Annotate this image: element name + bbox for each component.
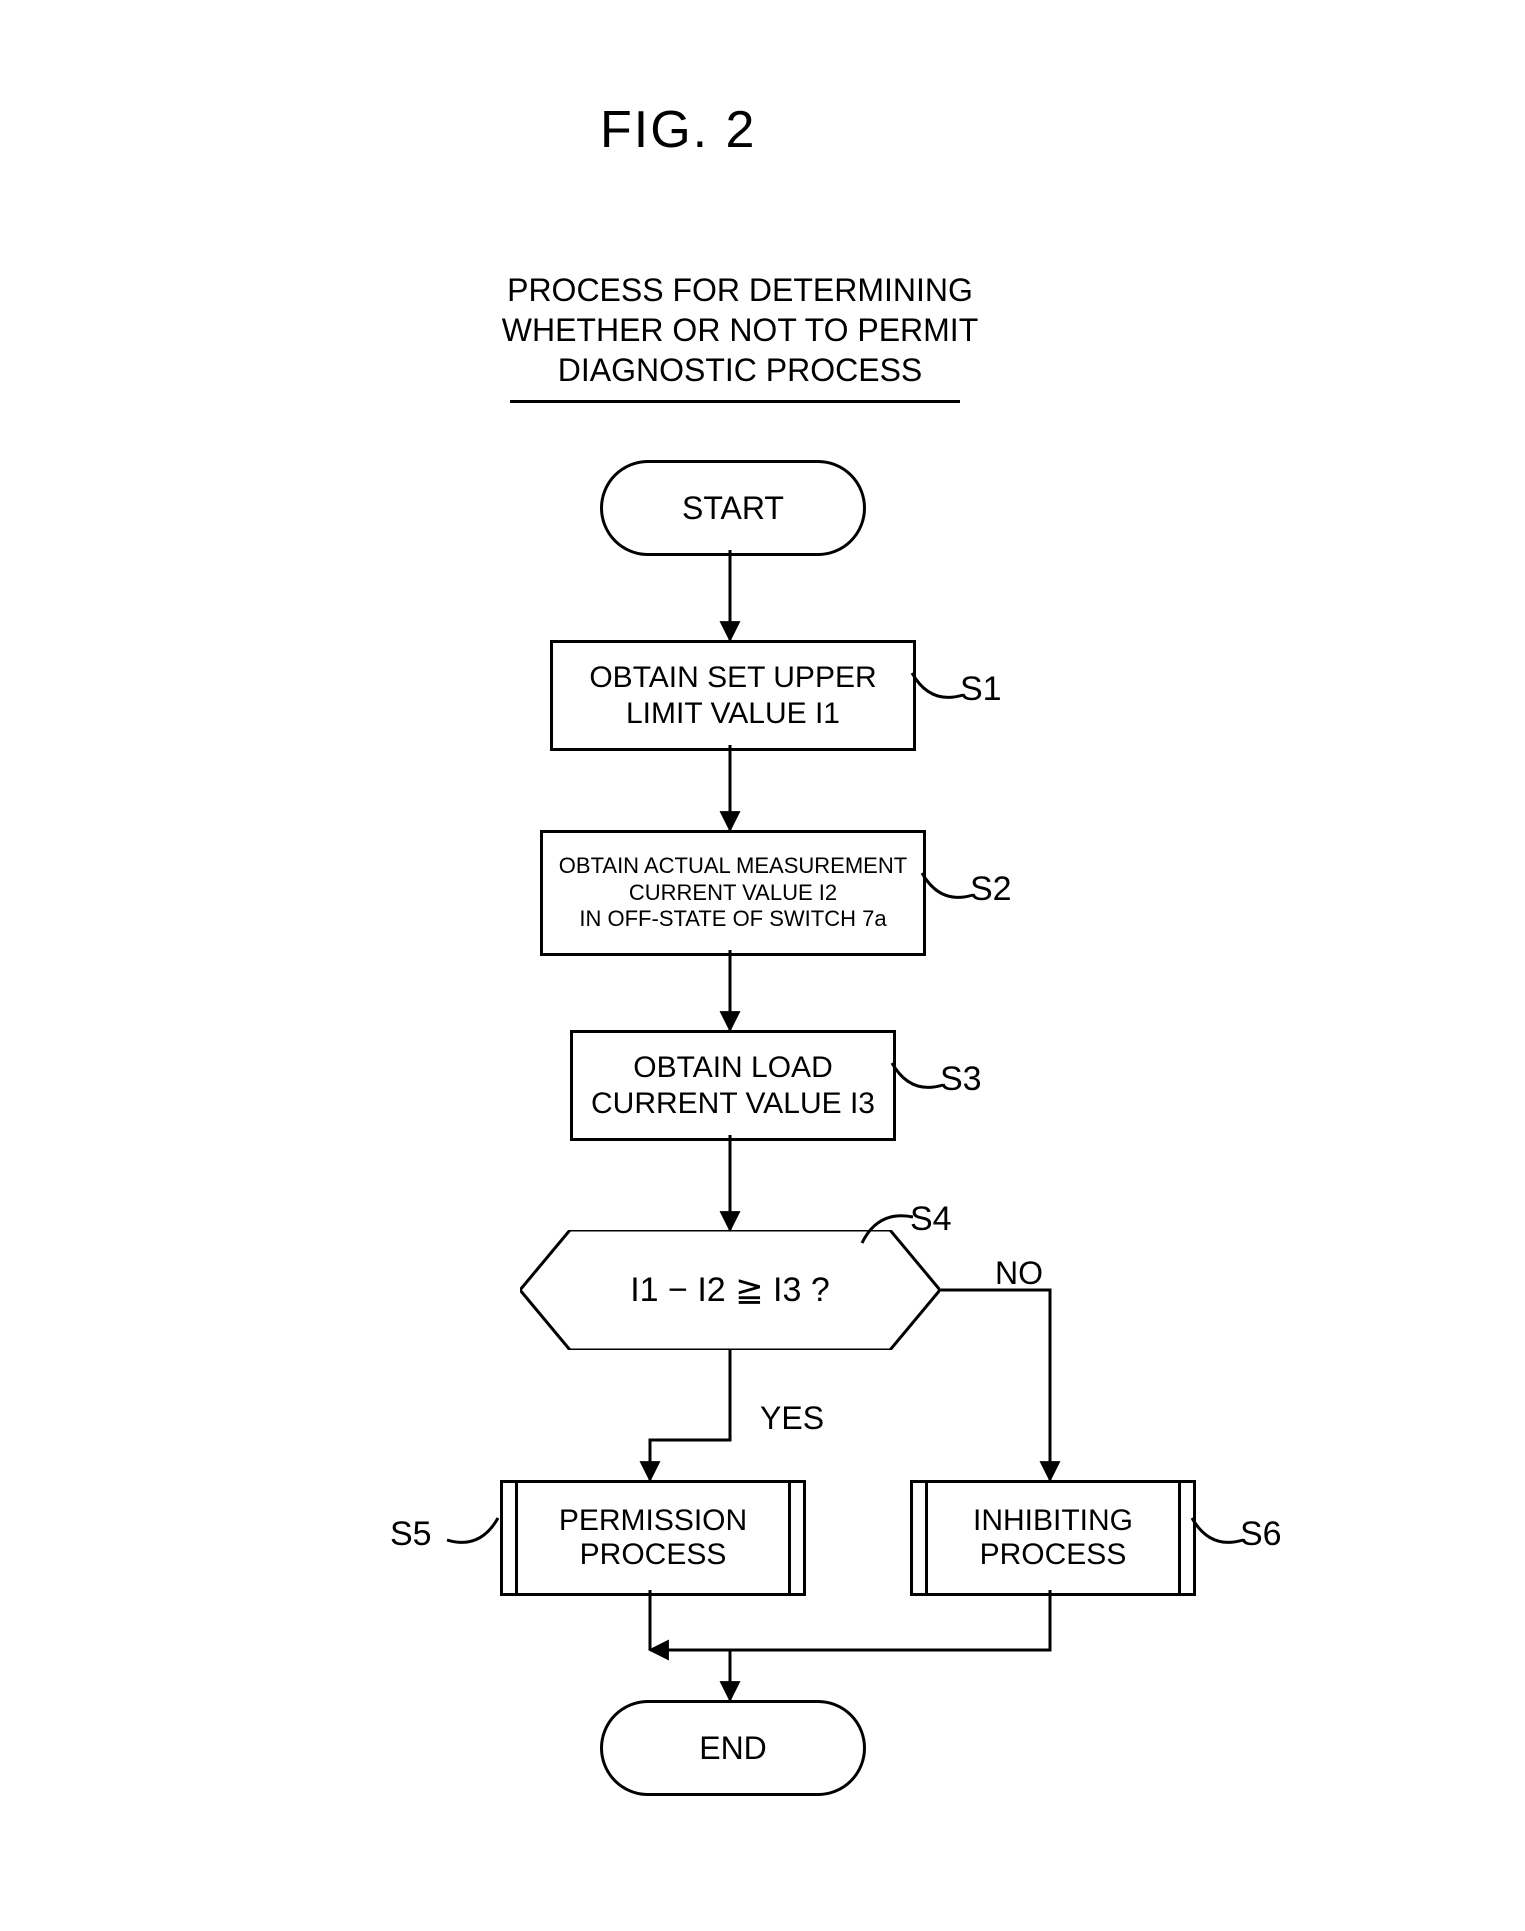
s5-leader-icon	[445, 1510, 500, 1555]
s2-tag: S2	[970, 870, 1012, 909]
s2-leader-icon	[920, 865, 975, 910]
figure-title: FIG. 2	[600, 100, 756, 160]
s4-tag: S4	[910, 1200, 952, 1239]
start-node: START	[600, 460, 866, 556]
s3-leader-icon	[890, 1055, 945, 1100]
s6-tag: S6	[1240, 1515, 1282, 1554]
s5-node: PERMISSION PROCESS	[500, 1480, 806, 1596]
s2-node: OBTAIN ACTUAL MEASUREMENT CURRENT VALUE …	[540, 830, 926, 956]
s3-node: OBTAIN LOAD CURRENT VALUE I3	[570, 1030, 896, 1141]
subtitle-underline	[510, 400, 960, 403]
s4-leader-icon	[860, 1205, 915, 1250]
s6-leader-icon	[1190, 1510, 1245, 1555]
flowchart-subtitle: PROCESS FOR DETERMINING WHETHER OR NOT T…	[480, 270, 1000, 390]
flowchart-canvas: FIG. 2 PROCESS FOR DETERMINING WHETHER O…	[40, 40, 1525, 1891]
subtitle-line1: PROCESS FOR DETERMINING	[507, 272, 973, 308]
yes-label: YES	[760, 1400, 824, 1437]
s6-node: INHIBITING PROCESS	[910, 1480, 1196, 1596]
subtitle-line3: DIAGNOSTIC PROCESS	[558, 352, 923, 388]
start-label: START	[682, 490, 784, 527]
s1-leader-icon	[910, 665, 965, 710]
s3-tag: S3	[940, 1060, 982, 1099]
s1-node: OBTAIN SET UPPER LIMIT VALUE I1	[550, 640, 916, 751]
subtitle-line2: WHETHER OR NOT TO PERMIT	[502, 312, 978, 348]
s5-label: PERMISSION PROCESS	[521, 1483, 785, 1593]
no-label: NO	[995, 1255, 1043, 1292]
s5-tag: S5	[390, 1515, 432, 1554]
end-label: END	[699, 1730, 767, 1767]
end-node: END	[600, 1700, 866, 1796]
s6-label: INHIBITING PROCESS	[931, 1483, 1175, 1593]
s1-tag: S1	[960, 670, 1002, 709]
